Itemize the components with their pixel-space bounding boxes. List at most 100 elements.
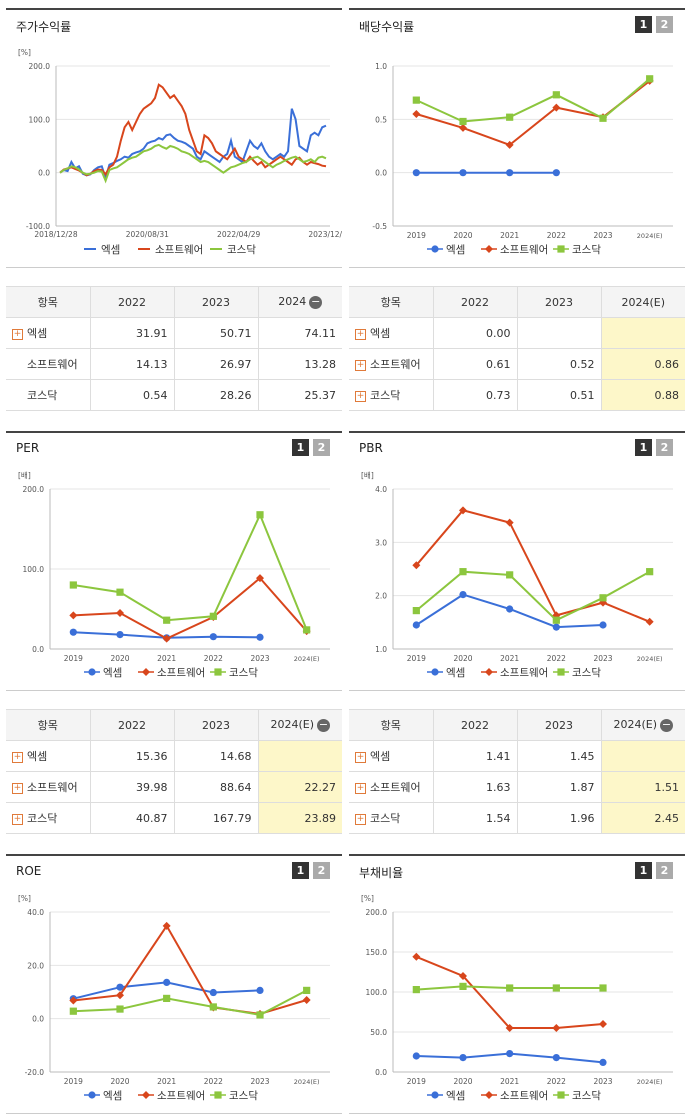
table-header-label: 2023 bbox=[202, 718, 230, 732]
data-point bbox=[459, 982, 467, 990]
value-cell: 1.45 bbox=[516, 740, 602, 772]
x-tick-label: 2019 bbox=[407, 654, 426, 663]
data-point bbox=[209, 612, 217, 620]
legend-label[interactable]: 엑셈 bbox=[101, 244, 120, 256]
y-tick-label: 0.0 bbox=[32, 1015, 44, 1024]
chart-toggle-button-1[interactable]: 1 bbox=[292, 439, 309, 456]
legend-label[interactable]: 소프트웨어 bbox=[157, 667, 205, 679]
legend-label[interactable]: 엑셈 bbox=[103, 1090, 122, 1102]
chart-toggle-button-1[interactable]: 1 bbox=[635, 862, 652, 879]
y-tick-label: 4.0 bbox=[375, 485, 387, 494]
y-tick-label: 1.0 bbox=[375, 645, 387, 654]
x-tick-label: 2021 bbox=[500, 1077, 519, 1086]
legend-label[interactable]: 코스닥 bbox=[572, 667, 601, 679]
expand-plus-icon[interactable]: + bbox=[12, 751, 23, 763]
legend-label[interactable]: 엑셈 bbox=[446, 1090, 465, 1102]
x-tick-label: 2022 bbox=[547, 1077, 566, 1086]
chart-toggle-button-2[interactable]: 2 bbox=[656, 16, 673, 33]
legend-label[interactable]: 엑셈 bbox=[446, 667, 465, 679]
data-point bbox=[599, 984, 607, 992]
value-cell: 1.96 bbox=[516, 802, 602, 834]
stock-return-table: 항목 2022 2023 2024− + 엑셈 31.91 50.71 74.11 소프트웨어 14… bbox=[6, 286, 342, 411]
chart-toggle-button-2[interactable]: 2 bbox=[313, 862, 330, 879]
chart-toggle-button-2[interactable]: 2 bbox=[313, 439, 330, 456]
data-point bbox=[163, 994, 171, 1002]
data-point bbox=[256, 574, 264, 583]
expand-plus-icon[interactable]: + bbox=[355, 390, 366, 402]
legend-label[interactable]: 엑셈 bbox=[446, 244, 465, 256]
x-tick-label: 2019 bbox=[64, 1077, 83, 1086]
expand-plus-icon[interactable]: + bbox=[12, 328, 23, 340]
chart-toggle-button-2[interactable]: 2 bbox=[656, 439, 673, 456]
series-line-2 bbox=[415, 509, 651, 623]
legend-label[interactable]: 코스닥 bbox=[227, 244, 256, 256]
data-point bbox=[69, 581, 77, 589]
table-header: 2022 bbox=[432, 286, 518, 318]
data-point bbox=[552, 616, 560, 624]
expand-plus-icon[interactable]: + bbox=[12, 782, 23, 794]
x-tick-label: 2021 bbox=[157, 1077, 176, 1086]
table-row: + 코스닥 1.54 1.96 2.45 bbox=[349, 802, 685, 834]
stock-return-panel: 주가수익률 [%] 200.0 100.0 0.0 -100.0 2018/12/28 202… bbox=[6, 8, 342, 268]
panel-bottom-border bbox=[349, 690, 685, 691]
legend-label[interactable]: 소프트웨어 bbox=[500, 244, 548, 256]
collapse-minus-icon[interactable]: − bbox=[309, 294, 323, 309]
chart-svg: 1.0 0.5 0.0 -0.5 2019 2020 2021 2022 2023 2024(E)… bbox=[372, 62, 673, 256]
data-point bbox=[256, 986, 264, 994]
expand-plus-icon[interactable]: + bbox=[355, 359, 366, 371]
table-header-label: 2023 bbox=[545, 718, 573, 732]
expand-plus-icon[interactable]: + bbox=[355, 782, 366, 794]
legend-label[interactable]: 소프트웨어 bbox=[155, 244, 203, 256]
value-cell: 0.00 bbox=[432, 317, 518, 349]
data-point bbox=[302, 996, 311, 1004]
expand-plus-icon[interactable]: + bbox=[12, 813, 23, 825]
value-cell: 14.13 bbox=[89, 348, 175, 380]
chart-toggle-button-1[interactable]: 1 bbox=[635, 439, 652, 456]
expand-plus-icon[interactable]: + bbox=[355, 813, 366, 825]
x-tick-label: 2019 bbox=[64, 654, 83, 663]
x-tick-label: 2020 bbox=[453, 231, 472, 240]
value-cell: 14.68 bbox=[173, 740, 259, 772]
row-label-cell: + 소프트웨어 bbox=[349, 771, 434, 803]
data-point bbox=[552, 169, 560, 177]
legend-label[interactable]: 코스닥 bbox=[229, 1090, 258, 1102]
x-tick-label: 2019 bbox=[407, 1077, 426, 1086]
legend-label[interactable]: 코스닥 bbox=[229, 667, 258, 679]
legend-swatch-marker bbox=[431, 668, 439, 676]
table-row: + 엑셈 1.41 1.45 bbox=[349, 740, 685, 772]
x-tick-label: 2023 bbox=[593, 1077, 612, 1086]
chart-toggle-button-2[interactable]: 2 bbox=[656, 862, 673, 879]
legend-label[interactable]: 소프트웨어 bbox=[157, 1090, 205, 1102]
table-header-label: 2022 bbox=[118, 718, 146, 732]
expand-plus-icon[interactable]: + bbox=[355, 328, 366, 340]
y-tick-label: 50.0 bbox=[370, 1028, 387, 1037]
legend-label[interactable]: 코스닥 bbox=[572, 244, 601, 256]
collapse-minus-icon[interactable]: − bbox=[660, 717, 674, 732]
expand-plus-icon[interactable]: + bbox=[355, 751, 366, 763]
collapse-minus-icon[interactable]: − bbox=[317, 717, 331, 732]
x-tick-label: 2018/12/28 bbox=[34, 230, 77, 239]
x-tick-label: 2020 bbox=[453, 654, 472, 663]
legend-label[interactable]: 엑셈 bbox=[103, 667, 122, 679]
table-row: + 소프트웨어 39.98 88.64 22.27 bbox=[6, 771, 342, 803]
value-cell: 0.61 bbox=[432, 348, 518, 380]
value-cell: 40.87 bbox=[89, 802, 175, 834]
data-point bbox=[412, 986, 420, 994]
legend-swatch-marker bbox=[431, 1091, 439, 1099]
legend-label[interactable]: 코스닥 bbox=[572, 1090, 601, 1102]
data-point bbox=[209, 988, 217, 997]
table-row: + 엑셈 15.36 14.68 bbox=[6, 740, 342, 772]
legend-label[interactable]: 소프트웨어 bbox=[500, 667, 548, 679]
table-header: 2022 bbox=[432, 709, 518, 741]
table-header-label: 항목 bbox=[380, 719, 401, 732]
data-point bbox=[116, 1005, 124, 1013]
chart-toggle-button-1[interactable]: 1 bbox=[292, 862, 309, 879]
legend-label[interactable]: 소프트웨어 bbox=[500, 1090, 548, 1102]
y-tick-label: -0.5 bbox=[372, 222, 387, 231]
chart-toggle-button-1[interactable]: 1 bbox=[635, 16, 652, 33]
x-tick-label: 2023 bbox=[593, 654, 612, 663]
table-row: + 엑셈 0.00 bbox=[349, 317, 685, 349]
legend-swatch-marker bbox=[431, 245, 439, 253]
data-point bbox=[646, 568, 654, 576]
